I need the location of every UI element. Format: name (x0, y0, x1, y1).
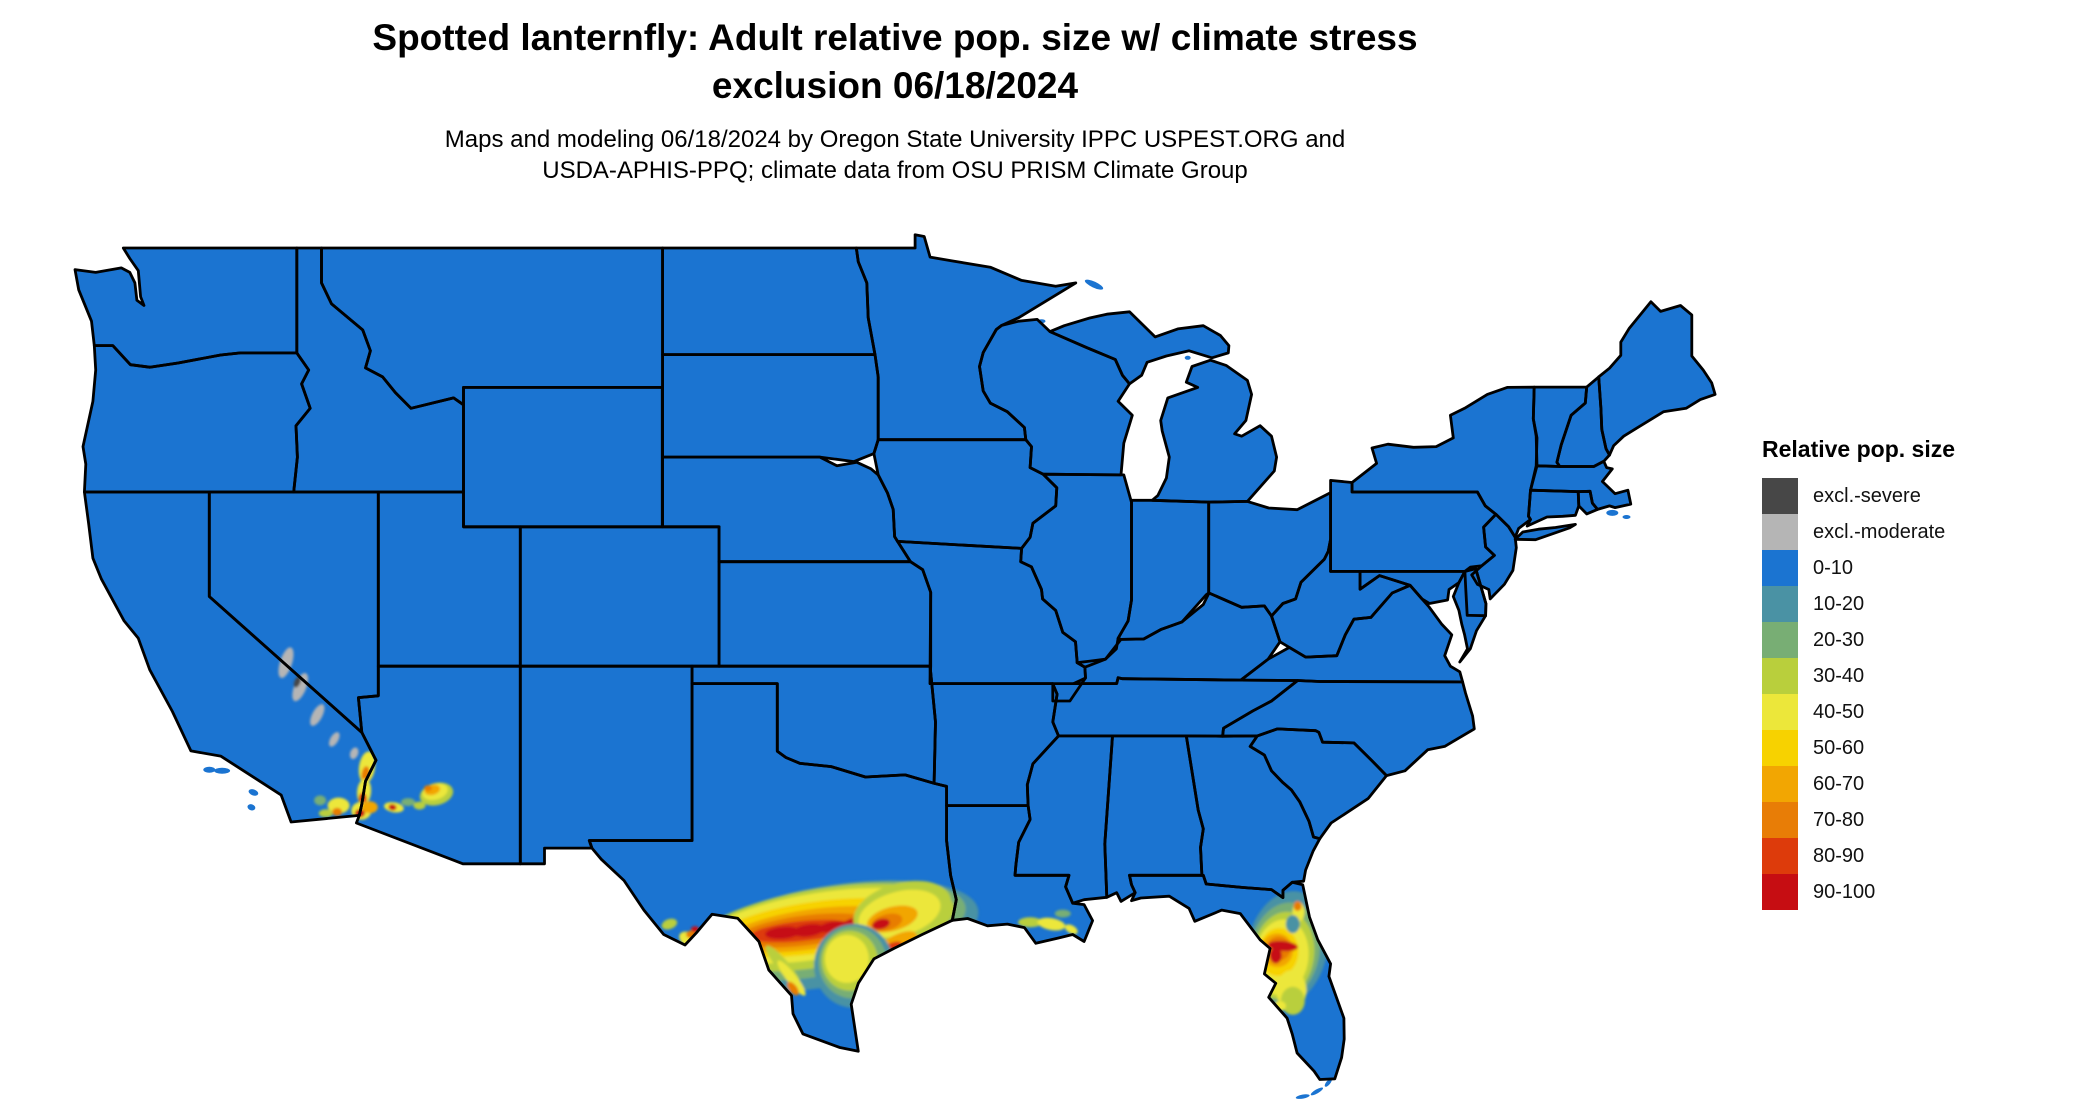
legend-label: 50-60 (1813, 736, 1865, 759)
legend-label: excl.-moderate (1813, 520, 1946, 543)
legend-row: 60-70 (1762, 766, 1955, 802)
legend-row: 50-60 (1762, 730, 1955, 766)
legend-swatch (1762, 694, 1798, 730)
legend-row: 70-80 (1762, 802, 1955, 838)
title-block: Spotted lanternfly: Adult relative pop. … (70, 14, 1720, 186)
legend-label: 90-100 (1813, 880, 1876, 903)
legend-label: 70-80 (1813, 808, 1865, 831)
legend-row: 40-50 (1762, 694, 1955, 730)
legend: Relative pop. size excl.-severe excl.-mod… (1762, 436, 1955, 910)
legend-label: 40-50 (1813, 700, 1865, 723)
legend-entries: excl.-severe excl.-moderate 0-10 10-20 20-30… (1762, 478, 1955, 910)
legend-row: 10-20 (1762, 586, 1955, 622)
legend-label: 0-10 (1813, 556, 1854, 579)
legend-row: 30-40 (1762, 658, 1955, 694)
legend-label: 80-90 (1813, 844, 1865, 867)
legend-label: 30-40 (1813, 664, 1865, 687)
figure-title-line2: exclusion 06/18/2024 (711, 65, 1079, 106)
legend-swatch (1762, 874, 1798, 910)
legend-row: 80-90 (1762, 838, 1955, 874)
figure-title-line1: Spotted lanternfly: Adult relative pop. … (372, 17, 1418, 58)
figure-subtitle-line1: Maps and modeling 06/18/2024 by Oregon S… (444, 126, 1346, 153)
legend-swatch (1762, 838, 1798, 874)
legend-label: 20-30 (1813, 628, 1865, 651)
states-fill-layer (75, 234, 1716, 1080)
legend-swatch (1762, 478, 1798, 514)
figure-subtitle-line2: USDA-APHIS-PPQ; climate data from OSU PR… (542, 157, 1248, 184)
legend-row: excl.-moderate (1762, 514, 1955, 550)
legend-label: 60-70 (1813, 772, 1865, 795)
legend-row: 90-100 (1762, 874, 1955, 910)
legend-row: 20-30 (1762, 622, 1955, 658)
legend-swatch (1762, 550, 1798, 586)
legend-swatch (1762, 514, 1798, 550)
islands-layer (203, 279, 1631, 1099)
legend-row: 0-10 (1762, 550, 1955, 586)
legend-swatch (1762, 586, 1798, 622)
legend-swatch (1762, 802, 1798, 838)
legend-title: Relative pop. size (1762, 436, 1956, 462)
legend-row: excl.-severe (1762, 478, 1955, 514)
legend-label: excl.-severe (1813, 484, 1921, 507)
legend-swatch (1762, 730, 1798, 766)
legend-label: 10-20 (1813, 592, 1865, 615)
legend-swatch (1762, 658, 1798, 694)
legend-swatch (1762, 622, 1798, 658)
legend-swatch (1762, 766, 1798, 802)
